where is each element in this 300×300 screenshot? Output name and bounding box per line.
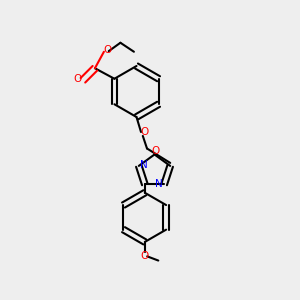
- Text: O: O: [74, 74, 82, 84]
- Text: N: N: [140, 160, 148, 170]
- Text: O: O: [141, 251, 149, 261]
- Text: O: O: [140, 127, 149, 137]
- Text: O: O: [152, 146, 160, 156]
- Text: O: O: [103, 45, 112, 55]
- Text: N: N: [155, 179, 163, 189]
